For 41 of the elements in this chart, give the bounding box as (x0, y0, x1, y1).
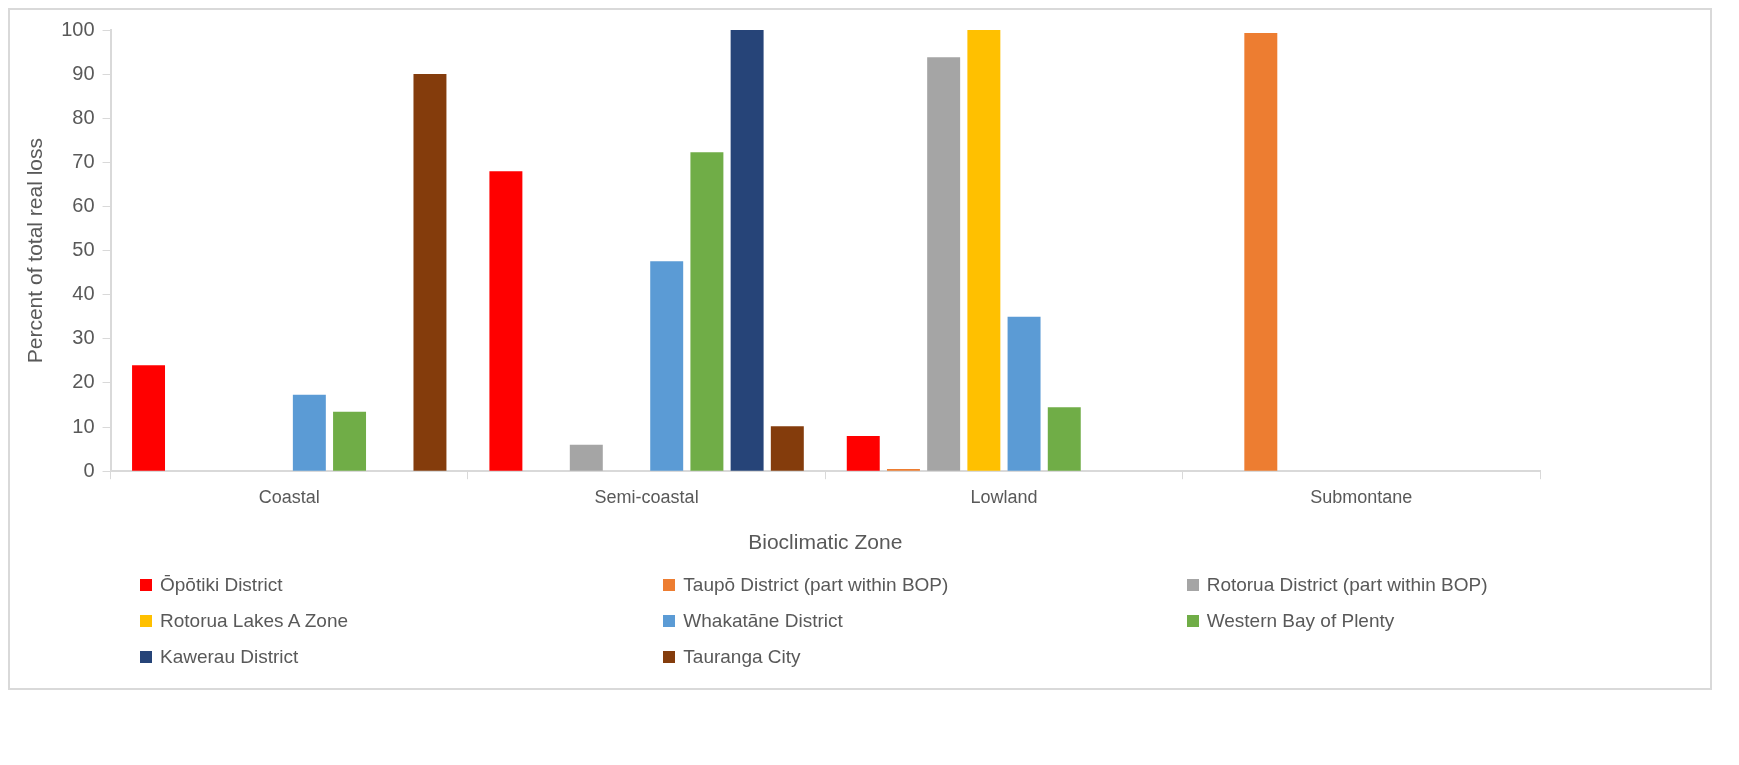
y-tick-label: 20 (72, 370, 95, 393)
bar (569, 444, 603, 471)
y-tick-label: 80 (72, 105, 95, 128)
x-tick-label: Semi-coastal (594, 486, 699, 507)
bar (132, 365, 166, 471)
bar (690, 152, 724, 471)
bar (770, 426, 804, 471)
bar (292, 394, 326, 471)
y-tick-label: 30 (72, 326, 95, 349)
x-axis-title: Bioclimatic Zone (748, 530, 903, 554)
y-axis-title: Percent of total real loss (23, 137, 47, 364)
bar (967, 30, 1001, 471)
bar (333, 411, 367, 471)
y-tick-label: 0 (83, 458, 95, 481)
bar (927, 57, 961, 471)
y-tick-label: 50 (72, 238, 95, 261)
y-tick-label: 10 (72, 414, 95, 437)
legend-label: Western Bay of Plenty (1206, 610, 1395, 632)
bar (846, 435, 880, 471)
legend-label: Ōpōtiki District (160, 574, 283, 596)
y-tick-label: 40 (72, 282, 95, 305)
y-tick-label: 70 (72, 149, 95, 172)
x-tick-label: Lowland (970, 486, 1038, 507)
x-tick-label: Coastal (258, 486, 320, 507)
bar (1244, 33, 1278, 471)
bar (1047, 407, 1081, 471)
legend-label: Tauranga City (683, 646, 801, 668)
y-tick-label: 90 (72, 61, 95, 84)
y-tick-label: 100 (61, 17, 95, 40)
legend-label: Taupō District (part within BOP) (683, 574, 949, 596)
y-tick-label: 60 (72, 194, 95, 216)
x-tick-label: Submontane (1310, 486, 1413, 507)
bar (489, 171, 523, 471)
legend-label: Kawerau District (160, 646, 299, 668)
legend-label: Rotorua District (part within BOP) (1206, 574, 1488, 596)
bar (1007, 316, 1041, 471)
bar (413, 74, 447, 471)
legend-label: Rotorua Lakes A Zone (160, 610, 349, 632)
legend-label: Whakatāne District (683, 610, 843, 632)
bar (730, 30, 764, 471)
bar (650, 261, 684, 471)
